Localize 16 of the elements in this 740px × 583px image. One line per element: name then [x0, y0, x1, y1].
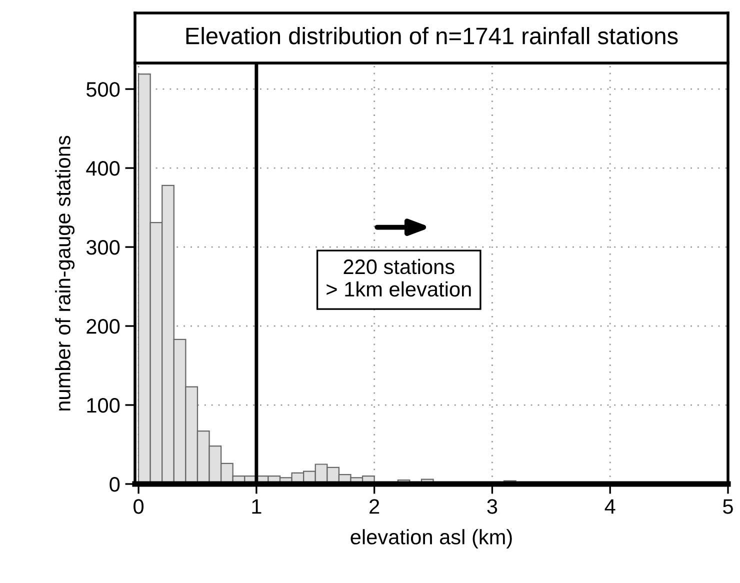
y-tick-label: 200 [86, 319, 120, 334]
x-tick-label: 5 [723, 499, 733, 514]
y-tick-label: 500 [86, 82, 120, 97]
y-tick-label: 400 [86, 161, 120, 176]
x-axis-title: elevation asl (km) [350, 529, 512, 549]
y-tick-label: 100 [87, 398, 120, 413]
x-tick-label: 2 [370, 499, 380, 514]
x-tick-label: 3 [487, 499, 498, 514]
x-tick-label: 0 [134, 499, 144, 514]
x-tick-label: 1 [252, 499, 262, 514]
y-tick-label: 300 [86, 240, 120, 255]
y-axis-title: number of rain-gauge stations [55, 136, 75, 410]
chart-title: Elevation distribution of n=1741 rainfall stations [186, 26, 678, 44]
y-tick-label: 0 [110, 477, 120, 492]
x-tick-label: 4 [604, 499, 616, 514]
annotation: 220 stations > 1km elevation [326, 258, 471, 297]
